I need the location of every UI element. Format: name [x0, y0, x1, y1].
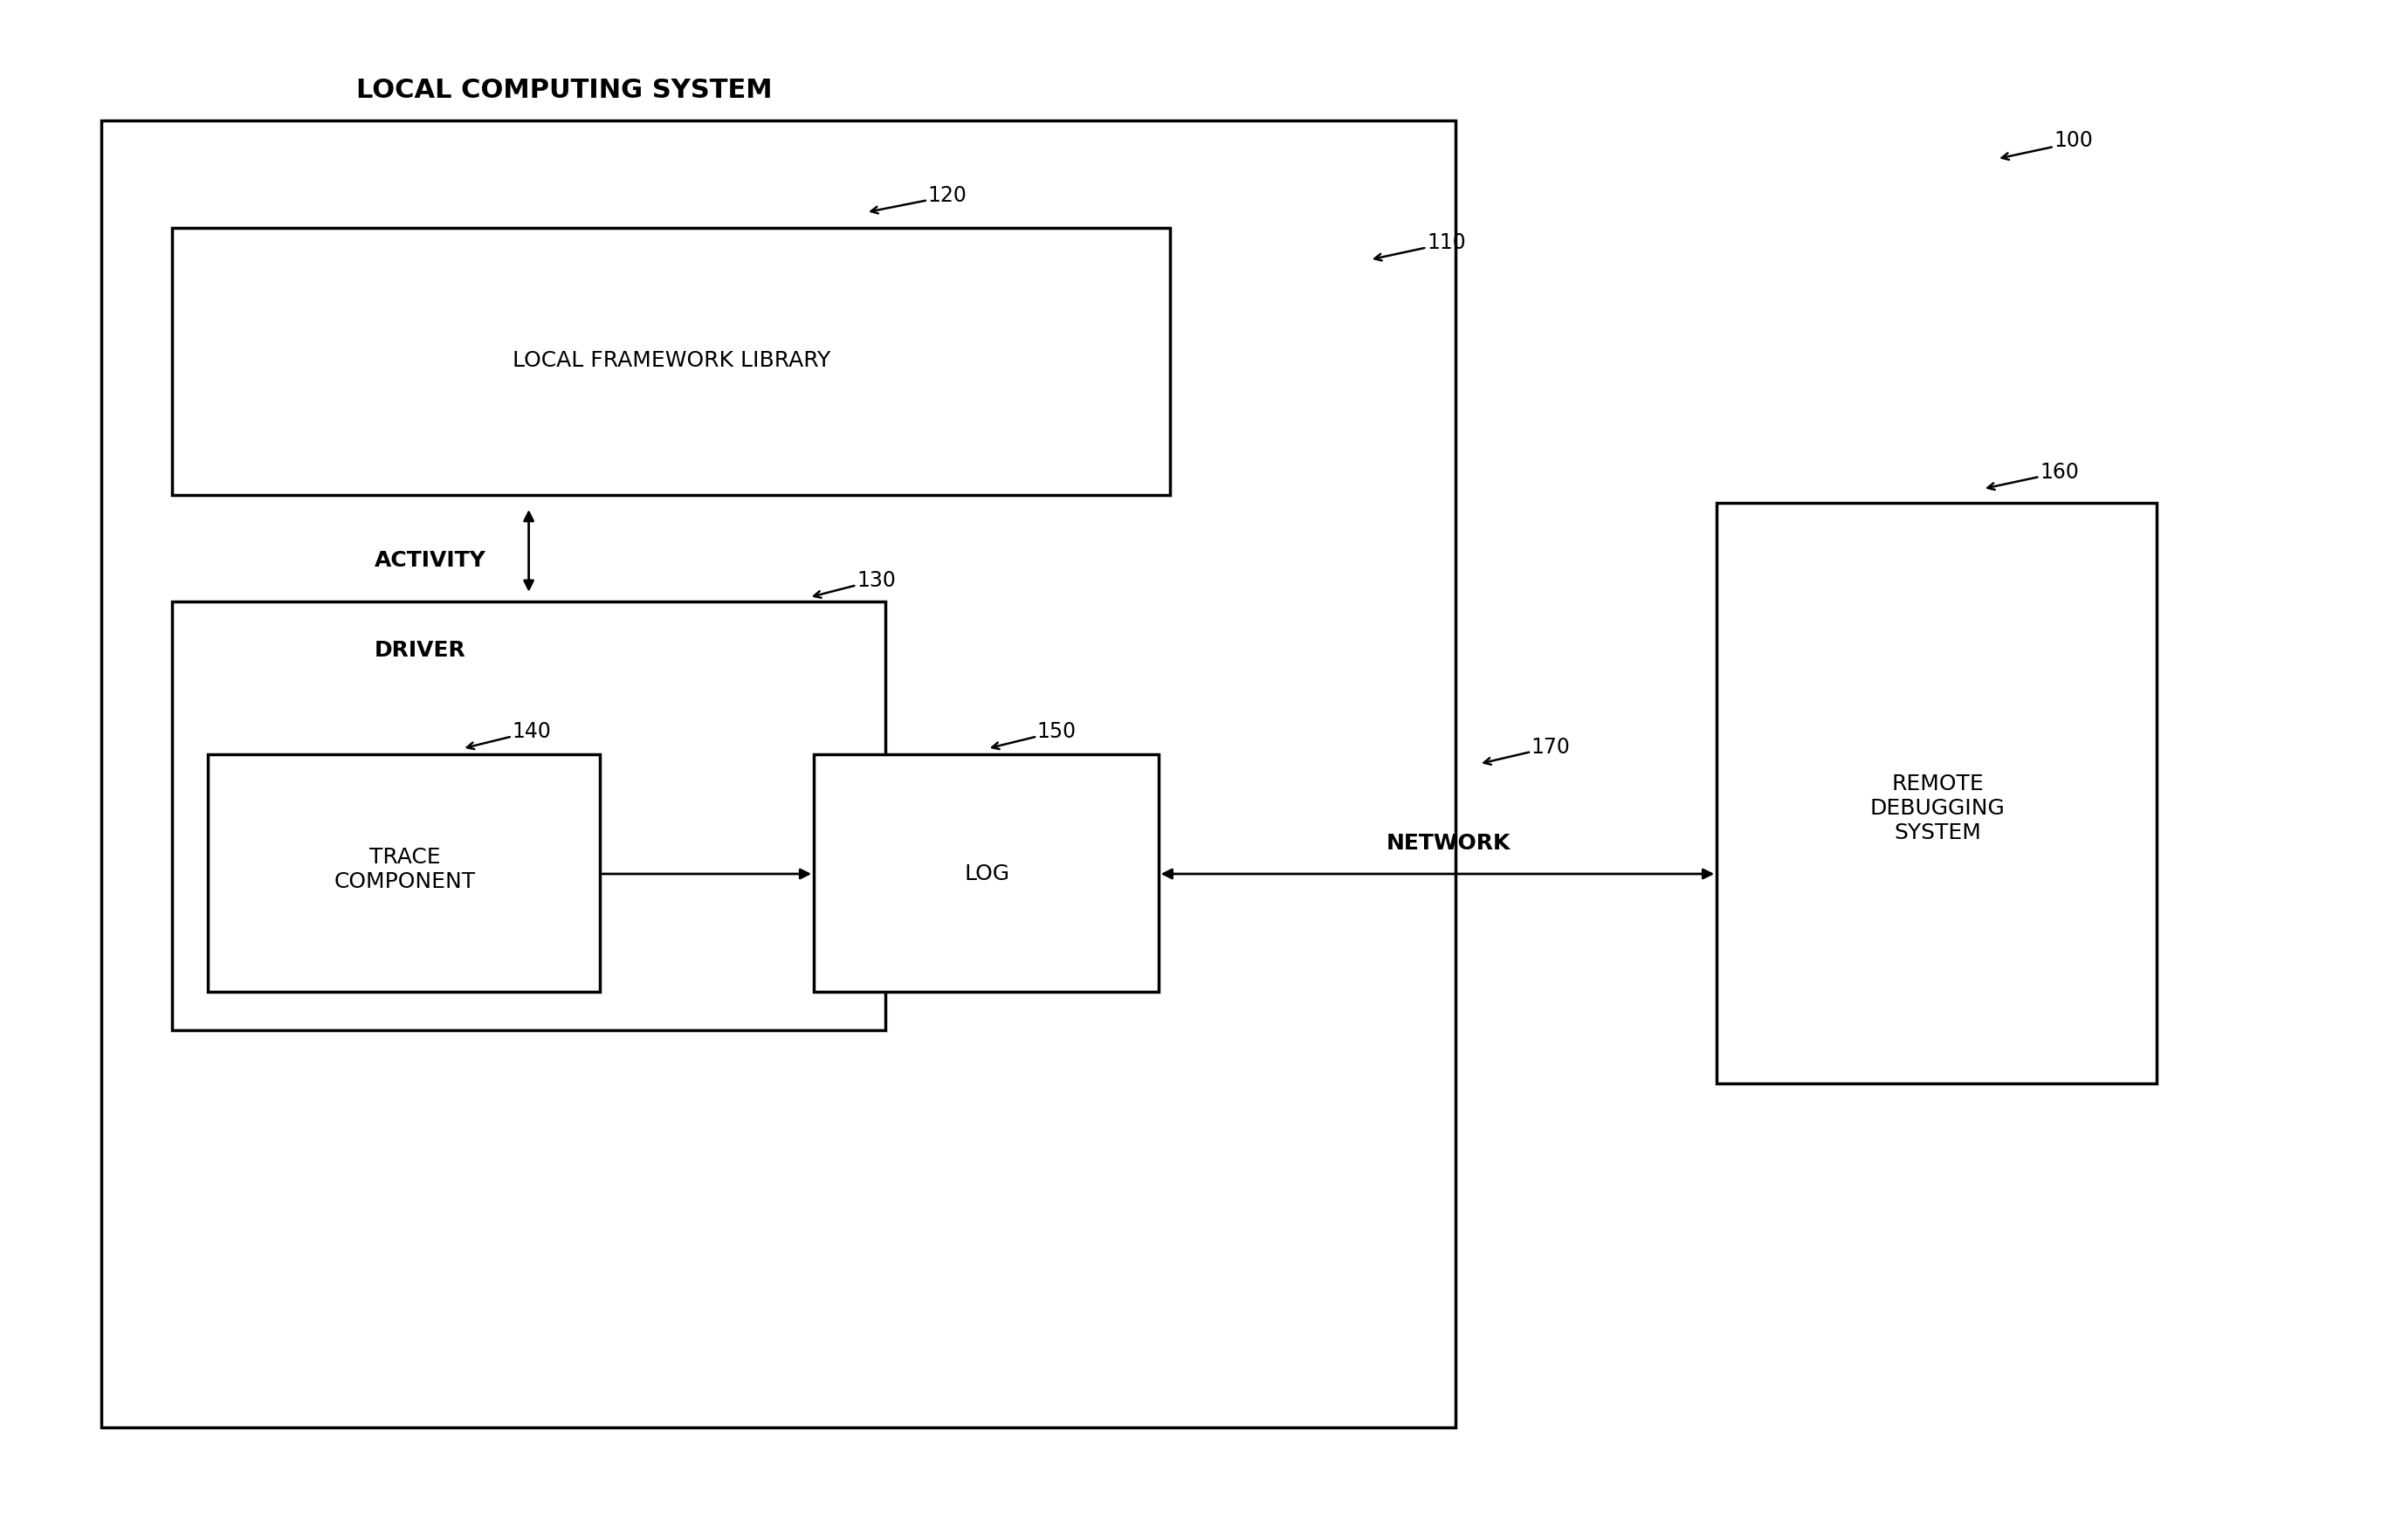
- FancyBboxPatch shape: [1717, 502, 2156, 1083]
- Text: DRIVER: DRIVER: [375, 641, 466, 661]
- Text: TRACE
COMPONENT: TRACE COMPONENT: [334, 847, 475, 892]
- Text: 150: 150: [1036, 721, 1077, 742]
- Text: LOCAL COMPUTING SYSTEM: LOCAL COMPUTING SYSTEM: [356, 77, 771, 103]
- Text: 100: 100: [2054, 129, 2094, 151]
- FancyBboxPatch shape: [172, 602, 886, 1030]
- Text: 160: 160: [2039, 462, 2080, 482]
- Text: 170: 170: [1531, 736, 1571, 758]
- Text: 120: 120: [929, 185, 967, 206]
- FancyBboxPatch shape: [208, 755, 599, 992]
- Text: LOG: LOG: [965, 864, 1010, 884]
- FancyBboxPatch shape: [172, 228, 1170, 494]
- Text: REMOTE
DEBUGGING
SYSTEM: REMOTE DEBUGGING SYSTEM: [1870, 773, 2006, 842]
- Text: 130: 130: [857, 570, 896, 591]
- Text: ACTIVITY: ACTIVITY: [375, 550, 487, 571]
- FancyBboxPatch shape: [100, 120, 1454, 1428]
- Text: 110: 110: [1428, 233, 1466, 254]
- Text: NETWORK: NETWORK: [1385, 833, 1509, 853]
- Text: 140: 140: [511, 721, 552, 742]
- FancyBboxPatch shape: [814, 755, 1158, 992]
- Text: LOCAL FRAMEWORK LIBRARY: LOCAL FRAMEWORK LIBRARY: [513, 350, 831, 371]
